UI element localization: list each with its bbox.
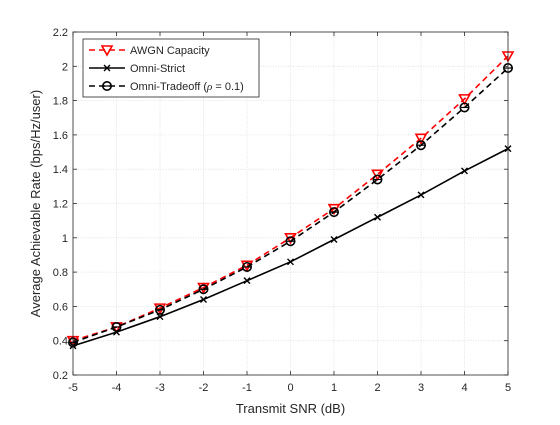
y-tick-label: 2	[62, 61, 68, 73]
series-layer	[66, 51, 515, 350]
data-point-omni-strict	[417, 191, 425, 199]
x-tick-label: 4	[461, 382, 467, 394]
x-tick-label: -4	[112, 382, 122, 394]
data-point-awgn-capacity	[458, 94, 471, 106]
data-point-omni-strict	[200, 296, 207, 304]
data-point-omni-strict	[330, 236, 338, 244]
data-point-awgn-capacity	[414, 133, 428, 145]
legend-entry-awgn-capacity: AWGN Capacity	[130, 45, 210, 57]
x-tick-label: -5	[68, 382, 78, 394]
data-point-omni-strict	[287, 258, 294, 266]
y-tick-label: 1	[62, 233, 68, 245]
series-omni-tradeoff	[68, 63, 513, 348]
legend-entry-omni-tradeoff-symbol: ρ	[206, 81, 212, 93]
legend-entry-omni-tradeoff-prefix: Omni-Tradeoff (	[130, 81, 207, 93]
legend: AWGN Capacity Omni-Strict Omni-Tradeoff …	[82, 38, 260, 98]
y-axis-label: Average Achievable Rate (bps/Hz/user)	[28, 90, 43, 317]
ticks: -5 -4 -3 -2 -1 0 1 2 3 4 5 0.2 0.4 0.6 0.8 1 1.2 1.4 1.6 1.…	[53, 27, 511, 394]
y-tick-label: 0.4	[53, 336, 68, 348]
y-tick-label: 1.8	[53, 96, 68, 108]
y-tick-label: 1.6	[53, 130, 68, 142]
legend-entry-omni-tradeoff-suffix: = 0.1)	[212, 81, 244, 93]
y-tick-label: 0.6	[53, 301, 68, 313]
y-tick-label: 0.8	[53, 267, 68, 279]
x-tick-label: 0	[287, 382, 293, 394]
data-point-omni-strict	[461, 167, 468, 175]
x-tick-label: 2	[374, 382, 380, 394]
x-tick-label: -2	[199, 382, 209, 394]
data-point-omni-strict	[374, 213, 381, 221]
x-tick-label: 1	[331, 382, 337, 394]
x-tick-label: -1	[242, 382, 252, 394]
y-tick-label: 1.2	[53, 199, 68, 211]
data-point-omni-strict	[156, 313, 164, 321]
x-tick-label: -3	[155, 382, 165, 394]
legend-entry-omni-strict: Omni-Strict	[130, 63, 185, 75]
x-tick-label: 5	[505, 382, 511, 394]
data-point-omni-strict	[243, 277, 251, 285]
x-tick-label: 3	[418, 382, 424, 394]
legend-entry-omni-tradeoff: Omni-Tradeoff (ρ = 0.1)	[130, 81, 244, 93]
y-tick-label: 1.4	[53, 164, 68, 176]
x-axis-label: Transmit SNR (dB)	[236, 401, 345, 416]
legend-marker-omni-strict	[103, 64, 111, 72]
y-tick-label: 2.2	[53, 27, 68, 39]
legend-marker-awgn-capacity	[100, 45, 114, 57]
legend-samples	[89, 45, 125, 92]
y-tick-label: 0.2	[53, 370, 68, 382]
data-point-awgn-capacity	[371, 169, 384, 181]
series-omni-strict	[69, 145, 512, 350]
